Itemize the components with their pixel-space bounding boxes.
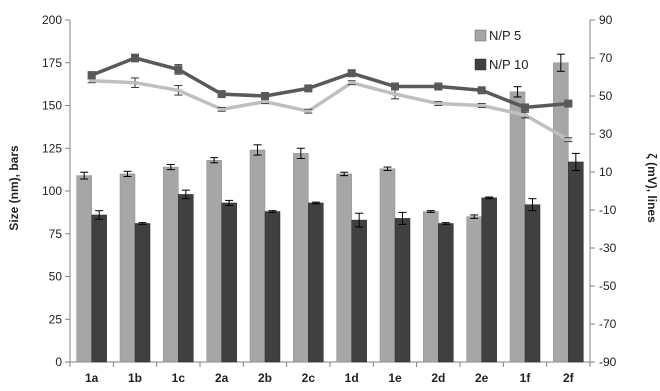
line-point [565, 138, 572, 142]
y-tick-label: 175 [42, 56, 62, 70]
line-point [217, 90, 226, 99]
legend-swatch-series-2 [474, 58, 487, 71]
bar [206, 159, 222, 363]
bar [119, 173, 136, 363]
legend-swatch-series-1 [474, 29, 487, 42]
bar [134, 223, 151, 363]
line-point [391, 82, 399, 91]
y2-tick-label: 50 [599, 89, 613, 103]
bar [524, 204, 541, 363]
series-line [91, 56, 569, 110]
bar [336, 173, 352, 363]
y2-tick-label: -90 [599, 355, 617, 369]
line-point [392, 92, 398, 96]
line-point [218, 107, 225, 111]
line-point [564, 99, 573, 108]
bar [221, 202, 237, 363]
x-tick-label: 2b [258, 371, 272, 385]
x-tick-label: 1f [520, 371, 532, 385]
x-tick-label: 2e [475, 371, 489, 385]
y-tick-label: 150 [42, 99, 62, 113]
y-tick-label: 200 [42, 13, 62, 27]
legend-label-series-1: N/P 5 [489, 28, 521, 43]
line-point [347, 69, 356, 78]
line-point [175, 88, 182, 92]
y2-tick-label: -30 [599, 241, 617, 255]
x-tick-label: 1a [85, 371, 99, 385]
line-point [477, 86, 486, 95]
bar [91, 214, 107, 363]
line-point [261, 92, 269, 100]
x-tick-label: 1c [172, 371, 186, 385]
line-point [522, 113, 528, 117]
bar [351, 219, 367, 363]
y2-tick-label: 30 [599, 127, 613, 141]
bar [568, 161, 584, 363]
bar [178, 194, 194, 363]
bar [249, 149, 266, 363]
legend-label-series-2: N/P 10 [489, 57, 529, 72]
plot-area: 0 25 50 75 100 125 150 175 200 -90 -70 -50 -30 -10 10 3… [42, 13, 617, 385]
bar [264, 211, 281, 363]
x-tick-label: 1d [345, 371, 359, 385]
line-point [87, 71, 96, 80]
bar [163, 166, 179, 363]
bar [394, 218, 411, 363]
legend: N/P 5 N/P 10 [474, 28, 529, 72]
line-point [348, 81, 355, 85]
y-tick-label: 100 [42, 184, 62, 198]
line-point [88, 79, 95, 83]
line-point [521, 103, 529, 112]
line-point [174, 65, 183, 74]
series-line [91, 79, 570, 142]
y-tick-label: 25 [49, 312, 63, 326]
bar [379, 168, 396, 363]
bar [509, 91, 526, 363]
y2-tick-label: -10 [599, 203, 617, 217]
line-point [434, 82, 443, 91]
y2-tick-label: 10 [599, 165, 613, 179]
line-point [262, 100, 268, 104]
y2-tick-label: 70 [599, 51, 613, 65]
y-tick-label: 75 [49, 227, 63, 241]
y-tick-label: 125 [42, 141, 62, 155]
y2-axis-title: ζ (mV), lines [645, 153, 659, 223]
x-tick-label: 2d [431, 371, 445, 385]
line-point [435, 102, 442, 106]
x-tick-label: 2a [215, 371, 229, 385]
y-tick-label: 0 [55, 355, 62, 369]
y2-tick-label: 90 [599, 13, 613, 27]
x-tick-label: 1e [388, 371, 402, 385]
y2-tick-label: -50 [599, 279, 617, 293]
bar [308, 202, 324, 363]
x-tick-label: 2f [563, 371, 575, 385]
bar [438, 223, 454, 363]
y2-tick-label: -70 [599, 317, 617, 331]
bar [553, 62, 569, 363]
line-point [304, 84, 313, 93]
bar [481, 197, 497, 363]
line-point [478, 104, 485, 107]
bar [423, 211, 439, 363]
bar [76, 175, 92, 363]
line-point [131, 54, 139, 62]
bar [293, 153, 309, 363]
x-tick-label: 2c [302, 371, 316, 385]
bar [466, 216, 482, 363]
y-axis-title: Size (nm), bars [7, 145, 21, 231]
line-point [132, 81, 138, 85]
line-point [305, 109, 312, 113]
y-tick-label: 50 [49, 270, 63, 284]
x-tick-label: 1b [128, 371, 142, 385]
